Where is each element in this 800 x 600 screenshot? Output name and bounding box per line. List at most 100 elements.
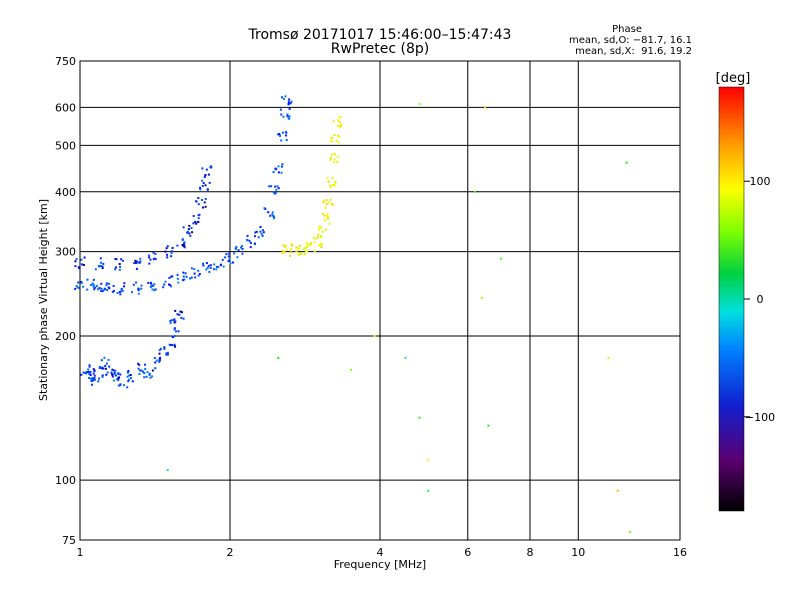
- echo-point: [190, 267, 193, 270]
- echo-point: [286, 113, 289, 116]
- echo-point: [181, 244, 184, 246]
- echo-point: [205, 262, 208, 264]
- echo-point: [80, 282, 83, 284]
- echo-point: [131, 380, 134, 383]
- echo-point: [261, 229, 264, 232]
- echo-point: [176, 313, 179, 316]
- echo-point: [137, 367, 140, 370]
- echo-point: [213, 268, 215, 271]
- echo-point: [127, 380, 130, 383]
- echo-point: [77, 266, 80, 269]
- echo-point: [322, 200, 325, 203]
- echo-point: [285, 131, 288, 134]
- echo-point: [288, 115, 291, 118]
- echo-point: [257, 236, 260, 239]
- echo-point: [181, 239, 184, 241]
- echo-point: [330, 140, 333, 142]
- echo-point: [297, 247, 300, 250]
- echo-point: [93, 370, 96, 373]
- echo-point: [91, 377, 94, 380]
- echo-point: [325, 215, 328, 218]
- echo-point: [286, 115, 289, 118]
- echo-point: [197, 197, 200, 199]
- echo-point: [76, 286, 79, 289]
- echo-point: [155, 359, 158, 362]
- echo-point: [277, 133, 280, 136]
- echo-point: [94, 286, 97, 289]
- echo-point: [350, 368, 353, 371]
- echo-point: [163, 346, 166, 349]
- echo-point: [93, 374, 96, 377]
- echo-point: [115, 258, 118, 261]
- echo-point: [144, 368, 147, 371]
- echo-point: [271, 213, 274, 216]
- echo-point: [119, 383, 122, 386]
- echo-point: [153, 289, 155, 292]
- echo-point: [170, 255, 173, 258]
- echo-point: [193, 272, 196, 275]
- echo-point: [105, 284, 108, 287]
- echo-point: [133, 262, 136, 265]
- echo-point: [105, 282, 108, 285]
- echo-point: [151, 375, 153, 378]
- echo-point: [92, 372, 95, 375]
- echo-point: [329, 158, 332, 161]
- echo-point: [148, 256, 151, 259]
- echo-point: [331, 203, 334, 206]
- echo-point: [74, 260, 77, 263]
- echo-point: [213, 263, 216, 266]
- echo-point: [117, 372, 120, 375]
- echo-point: [159, 347, 162, 350]
- echo-point: [184, 272, 187, 275]
- echo-point: [106, 289, 109, 291]
- echo-point: [188, 232, 191, 235]
- echo-point: [100, 289, 102, 292]
- echo-point: [287, 100, 290, 103]
- echo-point: [147, 281, 150, 284]
- echo-point: [77, 281, 80, 284]
- echo-point: [166, 353, 169, 356]
- echo-point: [317, 233, 320, 236]
- echo-point: [139, 257, 142, 260]
- echo-point: [326, 213, 329, 216]
- echo-point: [177, 281, 180, 284]
- echo-point: [148, 262, 151, 265]
- y-tick-label: 500: [55, 139, 76, 152]
- echo-point: [111, 291, 114, 294]
- echo-point: [153, 357, 156, 359]
- echo-point: [104, 364, 107, 367]
- echo-point: [176, 244, 179, 247]
- echo-point: [138, 363, 141, 366]
- echo-point: [616, 489, 619, 492]
- echo-point: [126, 386, 129, 389]
- echo-point: [137, 292, 140, 295]
- echo-point: [625, 161, 628, 164]
- echo-point: [118, 268, 121, 271]
- echo-point: [272, 215, 275, 218]
- echo-point: [97, 288, 100, 291]
- echo-point: [180, 316, 183, 319]
- echo-point: [88, 365, 91, 368]
- echo-point: [95, 284, 98, 287]
- echo-point: [209, 266, 212, 269]
- echo-point: [168, 277, 171, 279]
- echo-point: [209, 166, 212, 169]
- echo-point: [299, 252, 302, 255]
- echo-point: [142, 370, 145, 373]
- echo-point: [152, 251, 155, 254]
- echo-point: [182, 271, 185, 274]
- echo-point: [148, 254, 151, 257]
- echo-point: [228, 252, 231, 255]
- echo-point: [122, 259, 124, 262]
- echo-point: [277, 165, 280, 168]
- echo-point: [117, 379, 120, 381]
- echo-point: [159, 356, 162, 359]
- echo-point: [154, 253, 157, 255]
- echo-point: [300, 252, 303, 255]
- echo-point: [320, 235, 323, 238]
- echo-point: [99, 366, 101, 368]
- echo-point: [331, 176, 334, 179]
- y-tick-label: 400: [55, 186, 76, 199]
- echo-point: [105, 362, 108, 365]
- echo-point: [192, 215, 195, 217]
